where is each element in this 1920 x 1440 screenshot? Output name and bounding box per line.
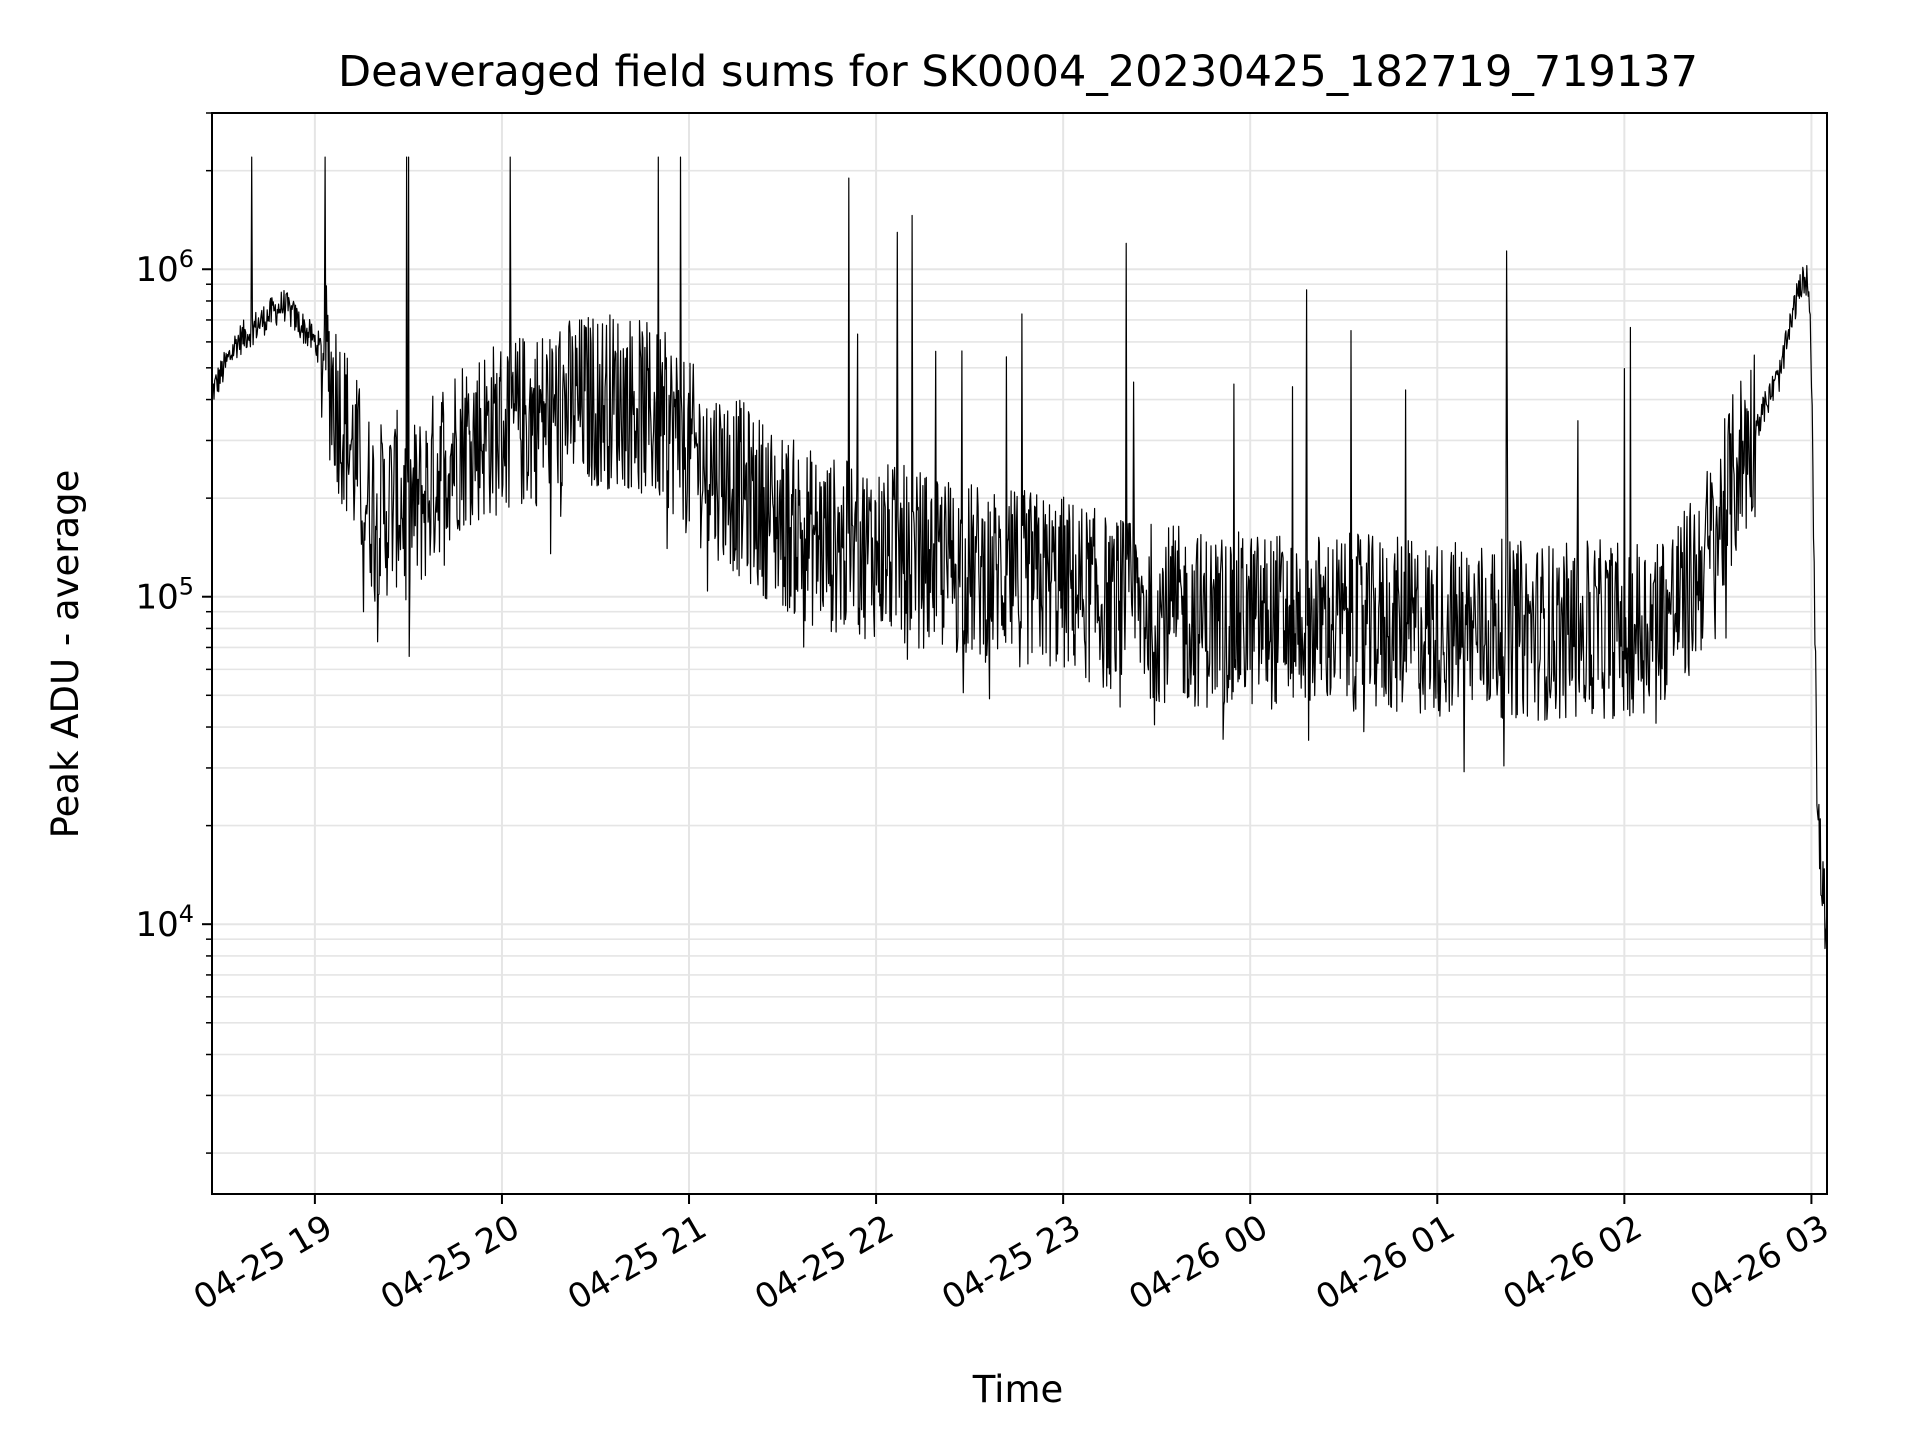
ticks — [202, 112, 1813, 1204]
y-tick-label: 104 — [135, 900, 194, 945]
y-axis-label: Peak ADU - average — [44, 470, 87, 839]
chart-title: Deaveraged field sums for SK0004_2023042… — [338, 47, 1698, 97]
x-axis-label: Time — [972, 1368, 1064, 1411]
series-line — [212, 156, 1827, 950]
plot-frame — [211, 112, 1828, 1195]
y-tick-labels: 104 105 106 — [135, 245, 194, 945]
y-tick-label: 105 — [135, 573, 194, 618]
y-tick-label: 106 — [135, 245, 194, 290]
grid — [212, 112, 1827, 1194]
series-layer — [212, 156, 1827, 950]
